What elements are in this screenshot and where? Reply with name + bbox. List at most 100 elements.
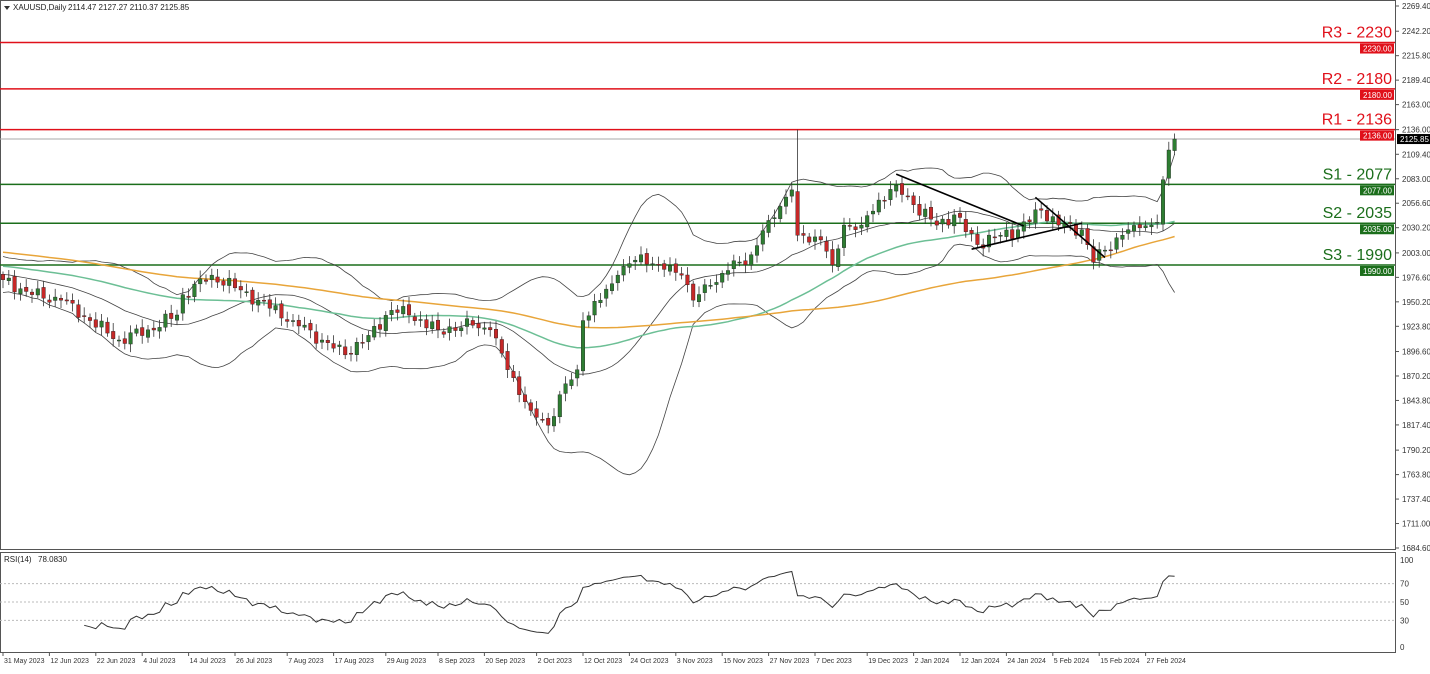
x-tick-label: 26 Jul 2023 xyxy=(236,658,272,665)
candle-bearish xyxy=(1108,249,1113,252)
candle-bullish xyxy=(940,218,945,225)
candle-bearish xyxy=(662,263,667,270)
candle-bullish xyxy=(784,196,789,207)
candle-bearish xyxy=(975,234,980,245)
rsi-tick-label: 100 xyxy=(1400,556,1414,565)
trendline xyxy=(1034,196,1106,259)
candle-bearish xyxy=(215,276,220,283)
candle-bullish xyxy=(128,332,133,345)
candle-bearish xyxy=(963,219,968,232)
ohlc-values: 2114.47 2127.27 2110.37 2125.85 xyxy=(68,3,190,12)
price-tag xyxy=(1360,89,1394,100)
candle-bullish xyxy=(1033,209,1038,224)
bollinger-lower-band xyxy=(2,243,1175,476)
trendline xyxy=(895,173,1025,227)
rsi-tick-label: 0 xyxy=(1400,643,1405,652)
price-tag-label: 2035.00 xyxy=(1363,225,1392,234)
candle-bearish xyxy=(378,324,383,330)
candle-bearish xyxy=(1027,219,1032,222)
price-tag-label: 2077.00 xyxy=(1363,186,1392,195)
candle-bullish xyxy=(18,288,23,294)
candle-bullish xyxy=(604,288,609,299)
x-tick-label: 17 Aug 2023 xyxy=(335,658,374,665)
candle-bullish xyxy=(714,282,719,285)
y-tick-label: 1976.60 xyxy=(1402,273,1430,282)
candle-bearish xyxy=(296,319,301,327)
candle-bullish xyxy=(145,329,150,338)
candle-bearish xyxy=(93,319,98,328)
candle-bullish xyxy=(575,369,580,379)
candle-bearish xyxy=(685,274,690,286)
last-price-tag xyxy=(1397,134,1430,145)
x-tick-label: 2 Oct 2023 xyxy=(538,658,572,665)
level-label: S3 - 1990 xyxy=(1323,247,1392,264)
rsi-tick-label: 70 xyxy=(1400,580,1409,589)
candle-bullish xyxy=(987,234,992,248)
candle-bearish xyxy=(540,419,545,421)
rsi-tick-label: 50 xyxy=(1400,598,1409,607)
candle-bearish xyxy=(992,236,997,239)
candle-bullish xyxy=(697,294,702,302)
candle-bearish xyxy=(453,327,458,331)
x-tick-label: 8 Sep 2023 xyxy=(439,658,475,665)
candle-bearish xyxy=(169,312,174,319)
candle-bullish xyxy=(447,326,452,333)
candle-bullish xyxy=(737,261,742,264)
level-label: R3 - 2230 xyxy=(1322,25,1392,42)
candle-bearish xyxy=(1044,210,1049,222)
y-tick-label: 2003.00 xyxy=(1402,249,1430,258)
candle-bearish xyxy=(221,280,226,286)
candle-bearish xyxy=(830,249,835,266)
candle-bearish xyxy=(691,283,696,301)
candle-bullish xyxy=(1004,229,1009,237)
candle-bearish xyxy=(679,273,684,276)
rsi-line xyxy=(84,570,1175,634)
x-tick-label: 7 Dec 2023 xyxy=(816,658,852,665)
rsi-value: 78.0830 xyxy=(38,555,67,564)
y-tick-label: 2215.80 xyxy=(1402,52,1430,61)
level-label: R2 - 2180 xyxy=(1322,71,1392,88)
collapse-triangle-icon[interactable] xyxy=(4,6,10,10)
y-tick-label: 2056.60 xyxy=(1402,199,1430,208)
main-pane xyxy=(0,0,1396,550)
candle-bearish xyxy=(958,213,963,218)
candle-bullish xyxy=(592,301,597,316)
candle-bearish xyxy=(911,195,916,205)
y-tick-label: 2109.40 xyxy=(1402,150,1430,159)
candle-bullish xyxy=(53,296,58,301)
candle-bullish xyxy=(610,283,615,291)
y-tick-label: 1684.60 xyxy=(1402,544,1430,553)
candle-bullish xyxy=(865,215,870,228)
candle-bullish xyxy=(1155,222,1160,224)
candle-bearish xyxy=(441,331,446,335)
candle-bullish xyxy=(627,263,632,268)
candle-bullish xyxy=(668,265,673,272)
candle-bearish xyxy=(151,327,156,331)
candle-bullish xyxy=(842,224,847,248)
candle-bullish xyxy=(134,328,139,334)
candle-bearish xyxy=(111,331,116,339)
candle-bullish xyxy=(755,245,760,256)
candle-bullish xyxy=(459,327,464,332)
candle-bearish xyxy=(523,394,528,402)
candle-bearish xyxy=(1068,222,1073,224)
candle-bearish xyxy=(325,340,330,343)
candle-bearish xyxy=(331,343,336,349)
price-tag-label: 1990.00 xyxy=(1363,267,1392,276)
candle-bearish xyxy=(279,303,284,319)
candle-bearish xyxy=(82,315,87,317)
bollinger-middle-band xyxy=(2,210,1175,375)
y-tick-label: 1763.80 xyxy=(1402,471,1430,480)
candle-bullish xyxy=(35,288,40,296)
candle-bearish xyxy=(847,225,852,227)
candle-bearish xyxy=(853,226,858,230)
y-tick-label: 1950.20 xyxy=(1402,298,1430,307)
candle-bearish xyxy=(1039,208,1044,211)
x-tick-label: 24 Jan 2024 xyxy=(1007,658,1046,665)
level-label: R1 - 2136 xyxy=(1322,112,1392,129)
candle-bullish xyxy=(557,394,562,418)
candle-bearish xyxy=(360,342,365,344)
candle-bearish xyxy=(232,278,237,289)
candle-bearish xyxy=(285,319,290,322)
